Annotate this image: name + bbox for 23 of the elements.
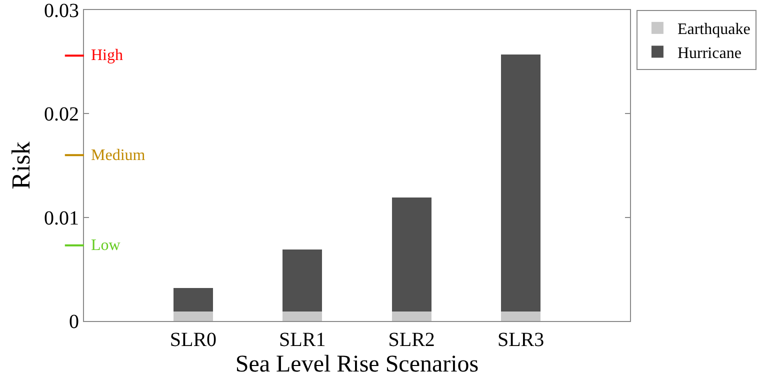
legend-label: Earthquake (677, 21, 750, 38)
y-tick-label: 0.03 (44, 0, 79, 22)
legend-label: Hurricane (677, 44, 742, 62)
bar (501, 54, 540, 312)
ref-line-label: Low (91, 237, 121, 254)
y-axis-title: Risk (6, 142, 36, 190)
x-tick-label: SLR0 (170, 329, 217, 351)
x-tick-label: SLR1 (279, 329, 326, 351)
y-tick-label: 0.01 (44, 207, 79, 230)
y-tick-label: 0.02 (44, 104, 79, 126)
bar (282, 312, 322, 321)
y-tick-label: 0 (69, 311, 79, 333)
x-tick-label: SLR2 (388, 329, 435, 351)
ref-line-label: High (91, 47, 123, 64)
x-tick-label: SLR3 (497, 329, 544, 351)
bar (392, 312, 432, 321)
bar (174, 288, 213, 312)
x-axis-title: Sea Level Rise Scenarios (235, 351, 479, 378)
bar (174, 312, 213, 321)
bar (282, 249, 322, 312)
bar (501, 312, 540, 321)
bar (392, 198, 432, 312)
ref-line-label: Medium (91, 147, 146, 164)
